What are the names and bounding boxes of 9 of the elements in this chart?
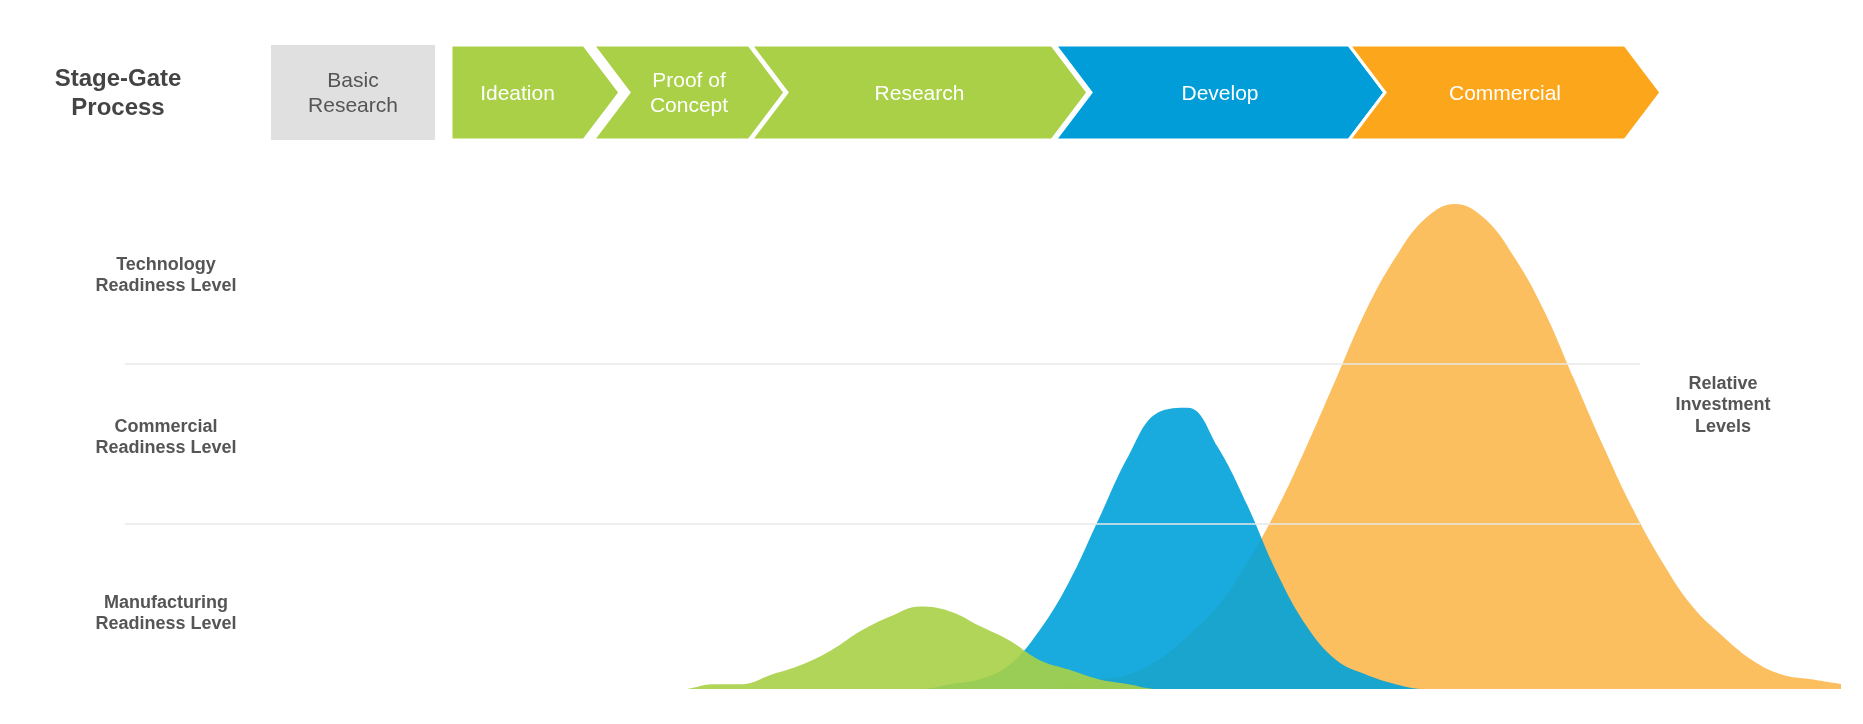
- text: Commercial: [1448, 80, 1562, 104]
- text: Basic Research: [308, 68, 398, 117]
- annotation: Relative Investment Levels: [1675, 372, 1771, 436]
- text: Ideation: [480, 80, 555, 104]
- text: Proof of Concept: [649, 68, 729, 117]
- text: Manufacturing Readiness Level: [95, 591, 237, 634]
- text: Commercial Readiness Level: [95, 415, 237, 458]
- text: Stage-Gate Process: [54, 64, 182, 120]
- text: Technology Readiness Level: [95, 253, 237, 296]
